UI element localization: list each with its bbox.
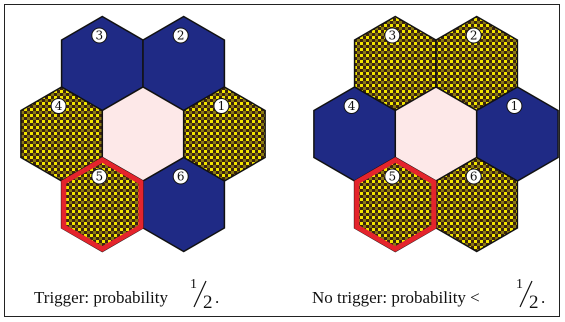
- left-caption-text: Trigger: probability: [34, 288, 168, 307]
- hex-label-6: 6: [470, 170, 478, 184]
- hex-label-1: 1: [218, 99, 226, 113]
- hex-label-2: 2: [470, 29, 478, 43]
- right-caption-period: .: [541, 288, 545, 307]
- hex-label-badge-3: [91, 27, 108, 44]
- hex-label-badge-5: [384, 168, 401, 185]
- hex-label-badge-3: [384, 27, 401, 44]
- hex-label-badge-6: [465, 168, 482, 185]
- highlight-outline-5: [61, 157, 144, 252]
- left-caption: Trigger: probability 1 2 .: [34, 277, 219, 313]
- hex-label-5: 5: [95, 170, 103, 184]
- left-panel: 3 2 4 1 5 6: [20, 15, 266, 253]
- hex-label-badge-1: [213, 98, 230, 114]
- hex-label-4: 4: [348, 99, 356, 113]
- right-panel: 3 2 4 1 5 6: [313, 15, 559, 253]
- hex-label-2: 2: [177, 29, 185, 43]
- right-fraction-numerator: 1: [516, 277, 523, 292]
- hex-label-1: 1: [511, 99, 519, 113]
- right-fraction-denominator: 2: [529, 292, 539, 313]
- hex-label-badge-2: [465, 27, 482, 44]
- highlight-outline-5: [354, 157, 437, 252]
- hex-label-6: 6: [177, 170, 185, 184]
- hex-label-3: 3: [388, 29, 396, 43]
- hex-label-badge-5: [91, 168, 108, 185]
- right-caption: No trigger: probability < 1 2 .: [312, 277, 545, 313]
- hex-label-4: 4: [55, 99, 63, 113]
- hex-label-badge-4: [343, 98, 360, 114]
- hex-label-badge-4: [50, 98, 67, 114]
- left-caption-period: .: [215, 288, 219, 307]
- hex-label-badge-6: [172, 168, 189, 185]
- hex-label-5: 5: [388, 170, 396, 184]
- left-fraction-slash: [193, 280, 207, 308]
- left-fraction-denominator: 2: [203, 292, 213, 313]
- hex-label-3: 3: [95, 29, 103, 43]
- hex-label-badge-1: [506, 98, 523, 114]
- right-caption-text: No trigger: probability <: [312, 288, 480, 307]
- hex-label-badge-2: [172, 27, 189, 44]
- left-fraction-numerator: 1: [190, 277, 197, 292]
- right-fraction-slash: [519, 280, 533, 308]
